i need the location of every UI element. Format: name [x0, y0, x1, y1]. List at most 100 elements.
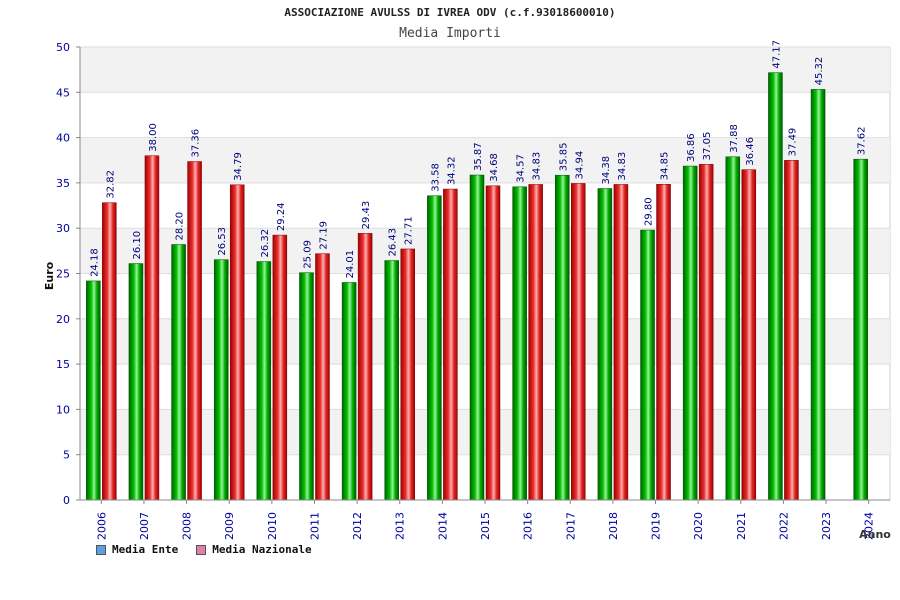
- x-tick-label: 2009: [223, 512, 236, 540]
- data-label-media-ente: 26.43: [388, 228, 399, 257]
- data-label-media-nazionale: 34.83: [617, 152, 628, 181]
- bar-media-ente: [213, 259, 229, 501]
- x-tick-label: 2022: [777, 512, 790, 540]
- legend-item-media-ente[interactable]: Media Ente: [96, 543, 178, 556]
- y-tick-label: 15: [56, 358, 70, 371]
- y-tick-label: 30: [56, 222, 70, 235]
- x-tick-label: 2011: [308, 512, 321, 540]
- x-tick-label: 2007: [138, 512, 151, 540]
- x-tick-label: 2023: [820, 512, 833, 540]
- x-tick-label: 2013: [394, 512, 407, 540]
- data-label-media-ente: 26.10: [132, 231, 143, 260]
- bar-media-nazionale: [784, 160, 799, 501]
- data-label-media-nazionale: 29.24: [276, 202, 287, 231]
- bar-media-ente: [171, 244, 186, 501]
- y-tick-label: 0: [63, 494, 70, 507]
- bar-media-nazionale: [741, 169, 757, 501]
- data-label-media-nazionale: 37.36: [191, 129, 202, 158]
- legend-item-media-nazionale[interactable]: Media Nazionale: [196, 543, 312, 556]
- bar-media-nazionale: [443, 188, 458, 501]
- bar-media-ente: [853, 158, 868, 501]
- bar-media-ente: [299, 272, 314, 501]
- bar-media-ente: [682, 165, 698, 501]
- bar-media-ente: [810, 89, 826, 501]
- bar-media-nazionale: [229, 184, 245, 501]
- data-label-media-ente: 25.09: [302, 240, 313, 269]
- data-label-media-ente: 24.01: [345, 250, 356, 279]
- bar-media-nazionale: [656, 184, 671, 501]
- data-label-media-ente: 26.53: [217, 227, 228, 256]
- x-tick-label: 2006: [95, 512, 108, 540]
- data-label-media-ente: 45.32: [814, 57, 825, 86]
- data-label-media-nazionale: 37.49: [787, 128, 798, 157]
- bar-media-ente: [725, 156, 741, 501]
- y-tick-label: 5: [63, 449, 70, 462]
- x-tick-label: 2024: [863, 512, 876, 540]
- y-tick-label: 50: [56, 41, 70, 54]
- bar-media-nazionale: [272, 234, 288, 501]
- grid-band: [80, 47, 890, 93]
- data-label-media-ente: 29.80: [644, 197, 655, 226]
- legend-label-media-ente: Media Ente: [112, 543, 179, 556]
- bar-media-ente: [555, 174, 570, 501]
- data-label-media-ente: 35.85: [558, 143, 569, 172]
- chart-subtitle: Media Importi: [399, 26, 501, 41]
- data-label-media-ente: 37.62: [857, 127, 868, 156]
- data-label-media-nazionale: 34.32: [446, 156, 457, 185]
- data-label-media-ente: 26.32: [260, 229, 271, 258]
- x-axis-label: Anno: [859, 528, 891, 541]
- bar-media-ente: [86, 280, 101, 501]
- bar-media-nazionale: [315, 253, 330, 501]
- y-axis-label: Euro: [43, 261, 56, 290]
- data-label-media-ente: 34.38: [601, 156, 612, 185]
- bar-media-ente: [128, 263, 144, 501]
- x-tick-label: 2012: [351, 512, 364, 540]
- legend: Media Ente Media Nazionale: [96, 543, 312, 556]
- y-tick-label: 40: [56, 132, 70, 145]
- bar-media-nazionale: [528, 184, 543, 501]
- chart-title: ASSOCIAZIONE AVULSS DI IVREA ODV (c.f.93…: [284, 6, 616, 19]
- data-label-media-nazionale: 34.94: [574, 151, 585, 180]
- x-tick-label: 2018: [607, 512, 620, 540]
- x-tick-label: 2016: [522, 512, 535, 540]
- x-tick-label: 2017: [564, 512, 577, 540]
- data-label-media-nazionale: 34.68: [489, 153, 500, 182]
- data-label-media-nazionale: 34.85: [660, 152, 671, 181]
- bar-media-ente: [597, 188, 613, 501]
- data-label-media-ente: 24.18: [89, 248, 100, 277]
- y-tick-label: 35: [56, 177, 70, 190]
- data-label-media-nazionale: 34.79: [233, 152, 244, 181]
- y-tick-label: 45: [56, 86, 70, 99]
- bar-media-ente: [768, 72, 783, 501]
- bar-media-nazionale: [485, 185, 501, 501]
- x-tick-label: 2019: [650, 512, 663, 540]
- bar-media-ente: [512, 186, 527, 501]
- data-label-media-nazionale: 37.05: [702, 132, 713, 161]
- bar-media-nazionale: [613, 184, 629, 501]
- data-label-media-ente: 33.58: [430, 163, 441, 192]
- data-label-media-ente: 47.17: [771, 40, 782, 69]
- x-tick-label: 2014: [436, 512, 449, 540]
- x-tick-label: 2020: [692, 512, 705, 540]
- legend-label-media-nazionale: Media Nazionale: [212, 543, 312, 556]
- data-label-media-nazionale: 32.82: [105, 170, 116, 199]
- legend-swatch-media-nazionale: [196, 544, 207, 555]
- data-label-media-ente: 34.57: [516, 154, 527, 183]
- bar-media-nazionale: [698, 164, 714, 501]
- bar-media-nazionale: [102, 202, 117, 501]
- x-tick-label: 2010: [266, 512, 279, 540]
- data-label-media-nazionale: 34.83: [532, 152, 543, 181]
- x-tick-label: 2021: [735, 512, 748, 540]
- x-tick-label: 2015: [479, 512, 492, 540]
- bar-media-ente: [469, 174, 485, 501]
- data-label-media-ente: 35.87: [473, 142, 484, 171]
- data-label-media-nazionale: 29.43: [361, 201, 372, 230]
- bar-media-ente: [256, 261, 272, 501]
- data-label-media-nazionale: 38.00: [148, 123, 159, 152]
- y-tick-label: 10: [56, 403, 70, 416]
- bar-media-nazionale: [357, 233, 373, 501]
- legend-swatch-media-ente: [96, 544, 106, 555]
- y-tick-label: 25: [56, 268, 70, 281]
